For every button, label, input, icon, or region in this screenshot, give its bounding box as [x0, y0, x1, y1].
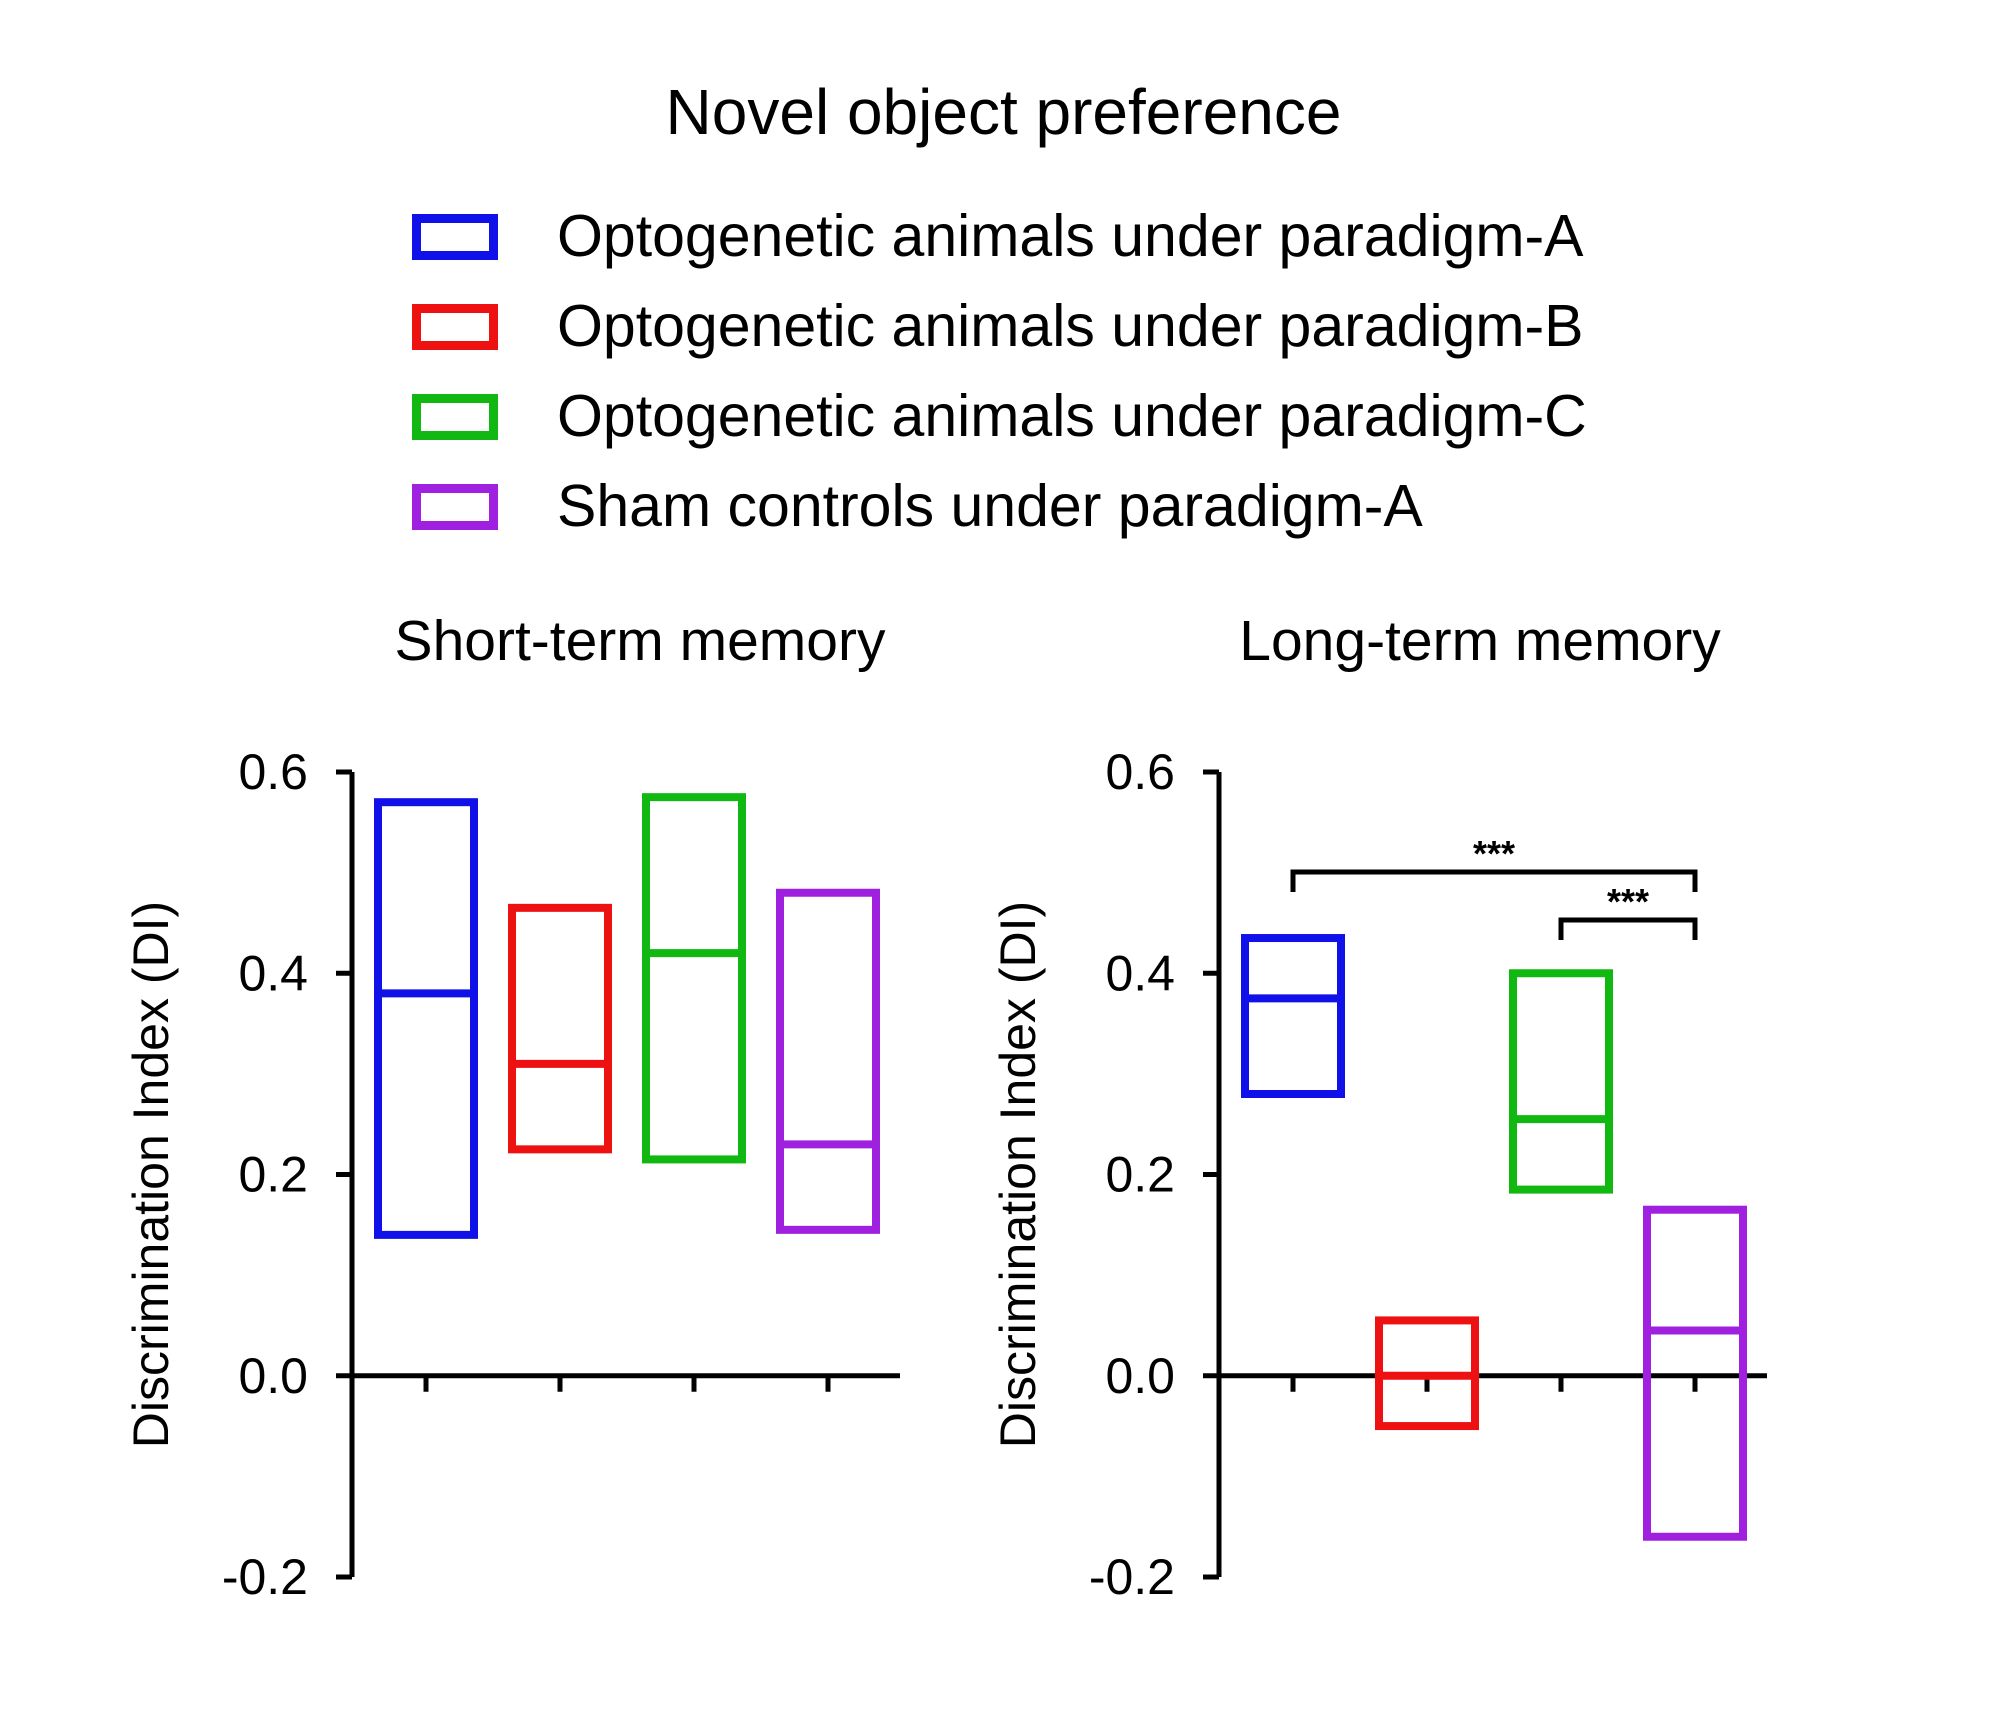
legend-swatch-paradigm-b	[412, 304, 498, 350]
legend-label-paradigm-b: Optogenetic animals under paradigm-B	[557, 293, 1584, 359]
legend-label-sham: Sham controls under paradigm-A	[557, 473, 1423, 539]
legend-swatch-sham	[412, 484, 498, 530]
legend-swatch-paradigm-c	[412, 394, 498, 440]
long-term-significance-bracket	[1558, 917, 1698, 940]
long-term-box-1	[1241, 934, 1345, 1098]
long-term-box-3	[1509, 969, 1613, 1194]
long-term-y-axis-label: Discrimination Index (DI)	[990, 901, 1046, 1448]
long-term-y-tick-label: 0.2	[1105, 1147, 1175, 1203]
chart-main-title: Novel object preference	[665, 76, 1342, 148]
short-term-y-tick-label: 0.6	[238, 744, 308, 800]
long-term-significance-label: ***	[1607, 881, 1649, 922]
panel-title-short-term: Short-term memory	[394, 609, 886, 673]
long-term-y-tick-label: 0.0	[1105, 1348, 1175, 1404]
long-term-significance-label: ***	[1473, 833, 1515, 874]
short-term-y-tick-label: 0.0	[238, 1348, 308, 1404]
panel-title-long-term: Long-term memory	[1239, 609, 1721, 673]
long-term-box-4	[1643, 1205, 1747, 1541]
short-term-box-1	[374, 798, 478, 1239]
short-term-box-4	[776, 888, 880, 1234]
short-term-box-3	[642, 793, 746, 1164]
short-term-y-tick-label: 0.2	[238, 1147, 308, 1203]
long-term-y-tick-label: 0.6	[1105, 744, 1175, 800]
legend-swatch-paradigm-a	[412, 214, 498, 260]
short-term-y-axis-label: Discrimination Index (DI)	[123, 901, 179, 1448]
long-term-significance-bracket	[1290, 869, 1698, 892]
short-term-y-tick-label: 0.4	[238, 945, 308, 1001]
long-term-y-tick-label: 0.4	[1105, 945, 1175, 1001]
legend-label-paradigm-a: Optogenetic animals under paradigm-A	[557, 203, 1584, 269]
legend-label-paradigm-c: Optogenetic animals under paradigm-C	[557, 383, 1587, 449]
short-term-y-tick-label: -0.2	[222, 1549, 308, 1605]
long-term-y-tick-label: -0.2	[1089, 1549, 1175, 1605]
short-term-box-2	[508, 903, 612, 1154]
